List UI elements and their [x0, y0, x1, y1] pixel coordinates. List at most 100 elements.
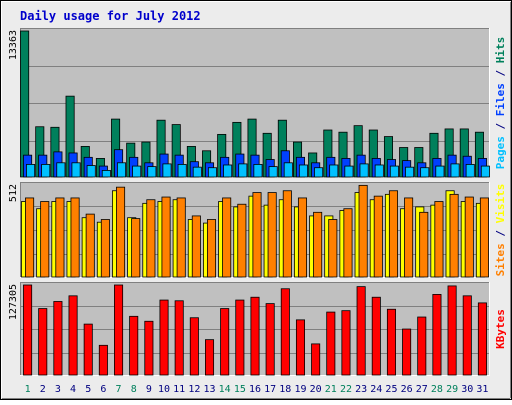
bar-kbytes-day-24 — [371, 296, 381, 376]
bar-pages-day-16 — [253, 164, 263, 178]
x-tick-label-13: 13 — [203, 384, 215, 395]
x-tick-label-18: 18 — [279, 384, 291, 395]
bar-kbytes-day-10 — [159, 299, 169, 376]
x-tick-label-2: 2 — [40, 384, 46, 395]
bar-pages-day-10 — [162, 163, 172, 178]
x-tick-label-5: 5 — [85, 384, 91, 395]
bar-kbytes-day-11 — [174, 300, 184, 376]
bar-pages-day-12 — [192, 166, 202, 178]
bar-kbytes-day-6 — [98, 344, 108, 376]
bar-kbytes-day-3 — [53, 301, 63, 376]
bar-sites-day-22 — [343, 208, 353, 278]
bar-sites-day-27 — [419, 211, 429, 278]
x-tick-label-11: 11 — [173, 384, 185, 395]
bar-sites-day-19 — [297, 197, 307, 278]
bar-pages-day-31 — [480, 165, 490, 178]
legend-part-hits-4: Hits — [494, 37, 507, 64]
y-max-label-kbytes: 127305 — [8, 284, 19, 320]
legend-part-kbytes-0: KBytes — [494, 309, 507, 349]
bar-pages-day-22 — [344, 165, 354, 178]
bar-kbytes-day-15 — [235, 299, 245, 376]
x-tick-label-31: 31 — [476, 384, 488, 395]
bar-pages-day-19 — [298, 164, 308, 178]
bar-pages-day-1 — [26, 164, 36, 178]
bar-kbytes-day-7 — [114, 284, 124, 376]
bar-kbytes-day-4 — [68, 295, 78, 376]
x-tick-label-30: 30 — [461, 384, 473, 395]
bar-sites-day-8 — [131, 218, 141, 278]
x-tick-label-23: 23 — [355, 384, 367, 395]
bar-pages-day-15 — [238, 163, 248, 178]
bar-sites-day-18 — [282, 190, 292, 278]
bar-pages-day-9 — [147, 166, 157, 178]
bar-pages-day-7 — [117, 162, 127, 178]
bar-kbytes-day-30 — [462, 295, 472, 376]
x-tick-label-8: 8 — [131, 384, 137, 395]
bar-kbytes-day-5 — [83, 323, 93, 376]
bar-pages-day-14 — [223, 164, 233, 178]
bar-kbytes-day-21 — [326, 311, 336, 376]
bar-pages-day-21 — [329, 164, 339, 178]
bar-sites-day-3 — [55, 197, 65, 278]
bar-kbytes-day-14 — [220, 308, 230, 376]
bar-kbytes-day-18 — [280, 288, 290, 376]
bar-pages-day-23 — [359, 163, 369, 178]
legend-hits: Pages / Files / Hits — [494, 37, 507, 170]
bar-sites-day-24 — [373, 195, 383, 278]
x-tick-label-17: 17 — [264, 384, 276, 395]
legend-part-hits-1: / — [494, 116, 507, 136]
x-tick-label-1: 1 — [25, 384, 31, 395]
bar-kbytes-day-22 — [341, 310, 351, 376]
bar-pages-day-4 — [71, 162, 81, 178]
y-max-label-visits: 512 — [8, 184, 19, 202]
legend-part-hits-3: / — [494, 63, 507, 83]
bar-pages-day-29 — [450, 163, 460, 178]
bar-kbytes-day-16 — [250, 296, 260, 376]
bar-pages-day-5 — [86, 165, 96, 178]
x-tick-label-7: 7 — [116, 384, 122, 395]
x-tick-label-21: 21 — [325, 384, 337, 395]
x-tick-label-25: 25 — [385, 384, 397, 395]
bar-pages-day-25 — [389, 165, 399, 178]
chart-title: Daily usage for July 2012 — [20, 9, 201, 23]
x-tick-label-6: 6 — [100, 384, 106, 395]
bar-sites-day-17 — [267, 192, 277, 278]
bar-sites-day-7 — [116, 186, 126, 278]
legend-part-visits-1: / — [494, 223, 507, 243]
legend-part-hits-2: Files — [494, 83, 507, 116]
bar-sites-day-5 — [85, 213, 95, 278]
x-tick-label-3: 3 — [55, 384, 61, 395]
bar-kbytes-day-25 — [386, 308, 396, 376]
panel-visits: 512 Sites / Visits — [8, 182, 507, 278]
bar-sites-day-2 — [40, 201, 50, 278]
bar-sites-day-28 — [434, 201, 444, 278]
bar-pages-day-24 — [374, 164, 384, 178]
bar-kbytes-day-13 — [204, 339, 215, 376]
bar-kbytes-day-31 — [477, 302, 487, 376]
bar-pages-day-3 — [56, 162, 66, 178]
bar-sites-day-11 — [176, 197, 186, 278]
x-tick-label-20: 20 — [310, 384, 322, 395]
bar-kbytes-day-17 — [265, 303, 275, 376]
bar-sites-day-13 — [206, 219, 217, 278]
x-tick-label-4: 4 — [70, 384, 76, 395]
legend-visits: Sites / Visits — [494, 184, 507, 277]
bar-pages-day-27 — [420, 167, 430, 178]
bar-kbytes-day-1 — [23, 284, 33, 376]
bar-sites-day-16 — [252, 192, 262, 278]
x-tick-label-12: 12 — [188, 384, 200, 395]
bar-sites-day-29 — [449, 193, 459, 278]
y-max-label-hits: 13363 — [8, 30, 19, 60]
bar-sites-day-20 — [313, 211, 323, 278]
x-axis-labels: 1 2 3 4 5 6 7 8 9 10 11 12 13 14 15 16 17 18 19 20 21 22 23 24 2… — [25, 384, 489, 395]
bar-kbytes-day-23 — [356, 286, 366, 376]
x-tick-label-27: 27 — [416, 384, 428, 395]
x-tick-label-9: 9 — [146, 384, 152, 395]
bar-pages-day-8 — [132, 165, 142, 178]
x-tick-label-22: 22 — [340, 384, 352, 395]
bar-kbytes-day-2 — [38, 308, 48, 376]
legend-kbytes: KBytes — [494, 309, 507, 349]
bar-sites-day-30 — [464, 196, 474, 278]
bar-sites-day-6 — [100, 219, 110, 278]
